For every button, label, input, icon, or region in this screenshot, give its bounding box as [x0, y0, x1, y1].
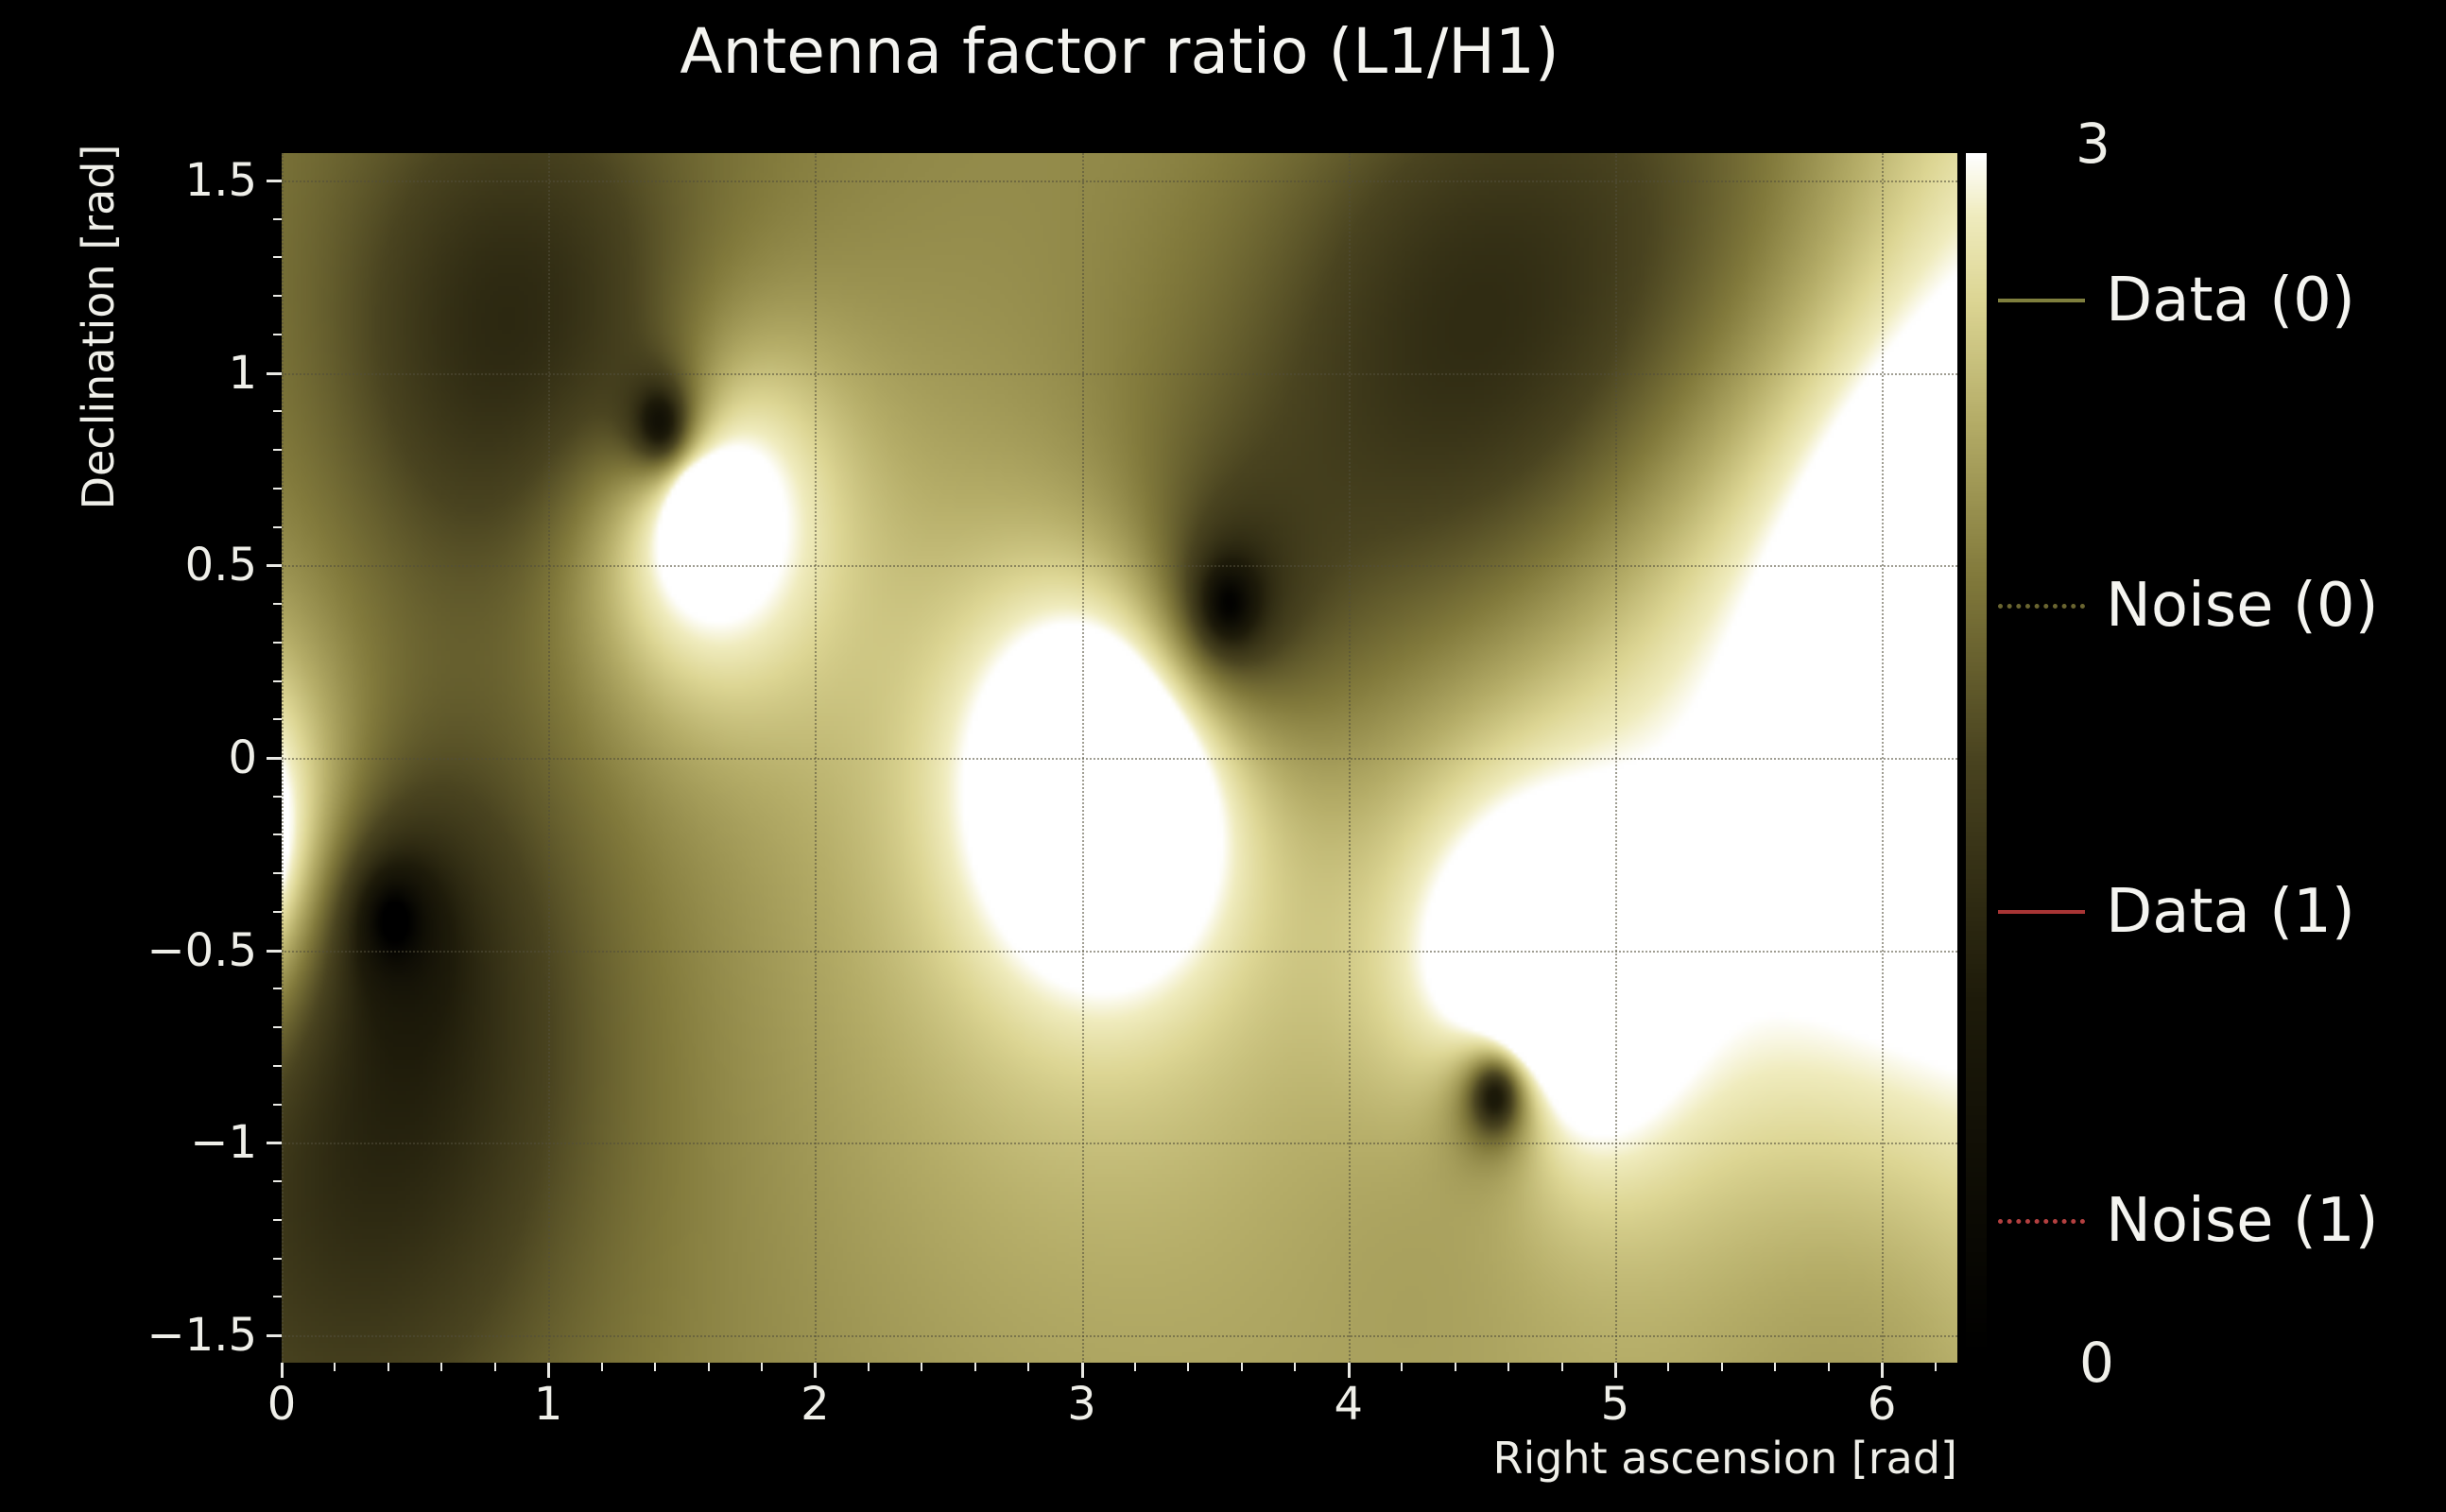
colorbar-tick-bottom: 0 [2079, 1331, 2114, 1395]
x-minor-tick [1774, 1363, 1777, 1371]
x-major-tick [1613, 1363, 1617, 1378]
x-major-tick [1881, 1363, 1885, 1378]
y-minor-tick [273, 1026, 282, 1029]
legend: Data (0) Noise (0) Data (1) Noise (1) [1998, 0, 2442, 1512]
x-minor-tick [1027, 1363, 1030, 1371]
x-major-tick [1347, 1363, 1351, 1378]
x-minor-tick [334, 1363, 336, 1371]
x-tick-label: 3 [1067, 1378, 1096, 1431]
legend-entry-data-1: Data (1) [1998, 869, 2355, 954]
y-minor-tick [273, 295, 282, 298]
y-minor-tick [273, 603, 282, 606]
x-minor-tick [440, 1363, 443, 1371]
x-minor-tick [1294, 1363, 1297, 1371]
legend-line-2 [1998, 910, 2085, 914]
x-minor-tick [1240, 1363, 1243, 1371]
x-minor-tick [921, 1363, 923, 1371]
x-minor-tick [1667, 1363, 1670, 1371]
legend-entry-noise-1: Noise (1) [1998, 1178, 2379, 1263]
y-major-tick [267, 1334, 282, 1338]
x-minor-tick [1187, 1363, 1190, 1371]
y-tick-label: 1.5 [184, 153, 257, 207]
x-minor-tick [1560, 1363, 1563, 1371]
y-major-tick [267, 179, 282, 182]
x-major-tick [814, 1363, 818, 1378]
y-tick-label: 1 [228, 346, 257, 400]
y-tick-label: 0 [228, 731, 257, 784]
y-minor-tick [273, 1103, 282, 1106]
y-minor-tick [273, 525, 282, 528]
y-minor-tick [273, 718, 282, 721]
x-minor-tick [1720, 1363, 1723, 1371]
y-minor-tick [273, 1257, 282, 1260]
y-minor-tick [273, 1064, 282, 1067]
x-tick-label: 5 [1600, 1378, 1630, 1431]
x-minor-tick [387, 1363, 389, 1371]
y-major-tick [267, 949, 282, 953]
y-minor-tick [273, 217, 282, 220]
x-minor-tick [1454, 1363, 1456, 1371]
y-minor-tick [273, 487, 282, 490]
x-tick-label: 2 [801, 1378, 830, 1431]
legend-label: Data (0) [2106, 266, 2355, 335]
legend-entry-noise-0: Noise (0) [1998, 563, 2379, 648]
legend-line-3 [1998, 1218, 2085, 1224]
legend-entry-data-0: Data (0) [1998, 258, 2355, 343]
y-tick-label: −1 [190, 1116, 257, 1170]
y-minor-tick [273, 333, 282, 335]
x-minor-tick [493, 1363, 496, 1371]
x-tick-label: 4 [1334, 1378, 1364, 1431]
x-tick-label: 6 [1867, 1378, 1897, 1431]
y-axis-label: Declination [rad] [73, 144, 124, 510]
chart-title: Antenna factor ratio (L1/H1) [680, 15, 1559, 88]
legend-label: Noise (0) [2106, 571, 2379, 641]
colorbar [1966, 153, 1987, 1363]
heatmap-canvas [282, 153, 1957, 1363]
y-major-tick [267, 371, 282, 375]
x-minor-tick [1934, 1363, 1937, 1371]
x-minor-tick [1827, 1363, 1830, 1371]
x-minor-tick [654, 1363, 657, 1371]
x-tick-label: 0 [267, 1378, 297, 1431]
x-minor-tick [707, 1363, 710, 1371]
y-major-tick [267, 1142, 282, 1145]
y-minor-tick [273, 1296, 282, 1298]
x-minor-tick [760, 1363, 763, 1371]
y-major-tick [267, 564, 282, 568]
y-minor-tick [273, 641, 282, 644]
legend-line-0 [1998, 299, 2085, 302]
x-major-tick [1080, 1363, 1084, 1378]
x-minor-tick [1401, 1363, 1404, 1371]
x-minor-tick [973, 1363, 976, 1371]
y-minor-tick [273, 833, 282, 836]
y-minor-tick [273, 910, 282, 913]
y-major-tick [267, 757, 282, 760]
legend-label: Data (1) [2106, 877, 2355, 947]
x-major-tick [547, 1363, 551, 1378]
colorbar-tick-top: 3 [2076, 112, 2110, 176]
legend-line-1 [1998, 603, 2085, 609]
y-minor-tick [273, 449, 282, 452]
y-minor-tick [273, 795, 282, 798]
y-minor-tick [273, 679, 282, 682]
y-minor-tick [273, 1180, 282, 1183]
heatmap-plot-area [282, 153, 1957, 1363]
y-tick-label: 0.5 [184, 539, 257, 593]
y-tick-label: −0.5 [146, 923, 257, 977]
y-minor-tick [273, 872, 282, 875]
legend-label: Noise (1) [2106, 1186, 2379, 1256]
x-axis-label: Right ascension [rad] [1492, 1433, 1957, 1484]
x-minor-tick [867, 1363, 870, 1371]
y-minor-tick [273, 1218, 282, 1221]
x-minor-tick [600, 1363, 603, 1371]
y-minor-tick [273, 256, 282, 259]
y-tick-label: −1.5 [146, 1309, 257, 1363]
y-minor-tick [273, 988, 282, 990]
x-minor-tick [1134, 1363, 1136, 1371]
y-minor-tick [273, 410, 282, 413]
x-major-tick [281, 1363, 284, 1378]
x-minor-tick [1507, 1363, 1510, 1371]
x-tick-label: 1 [533, 1378, 563, 1431]
